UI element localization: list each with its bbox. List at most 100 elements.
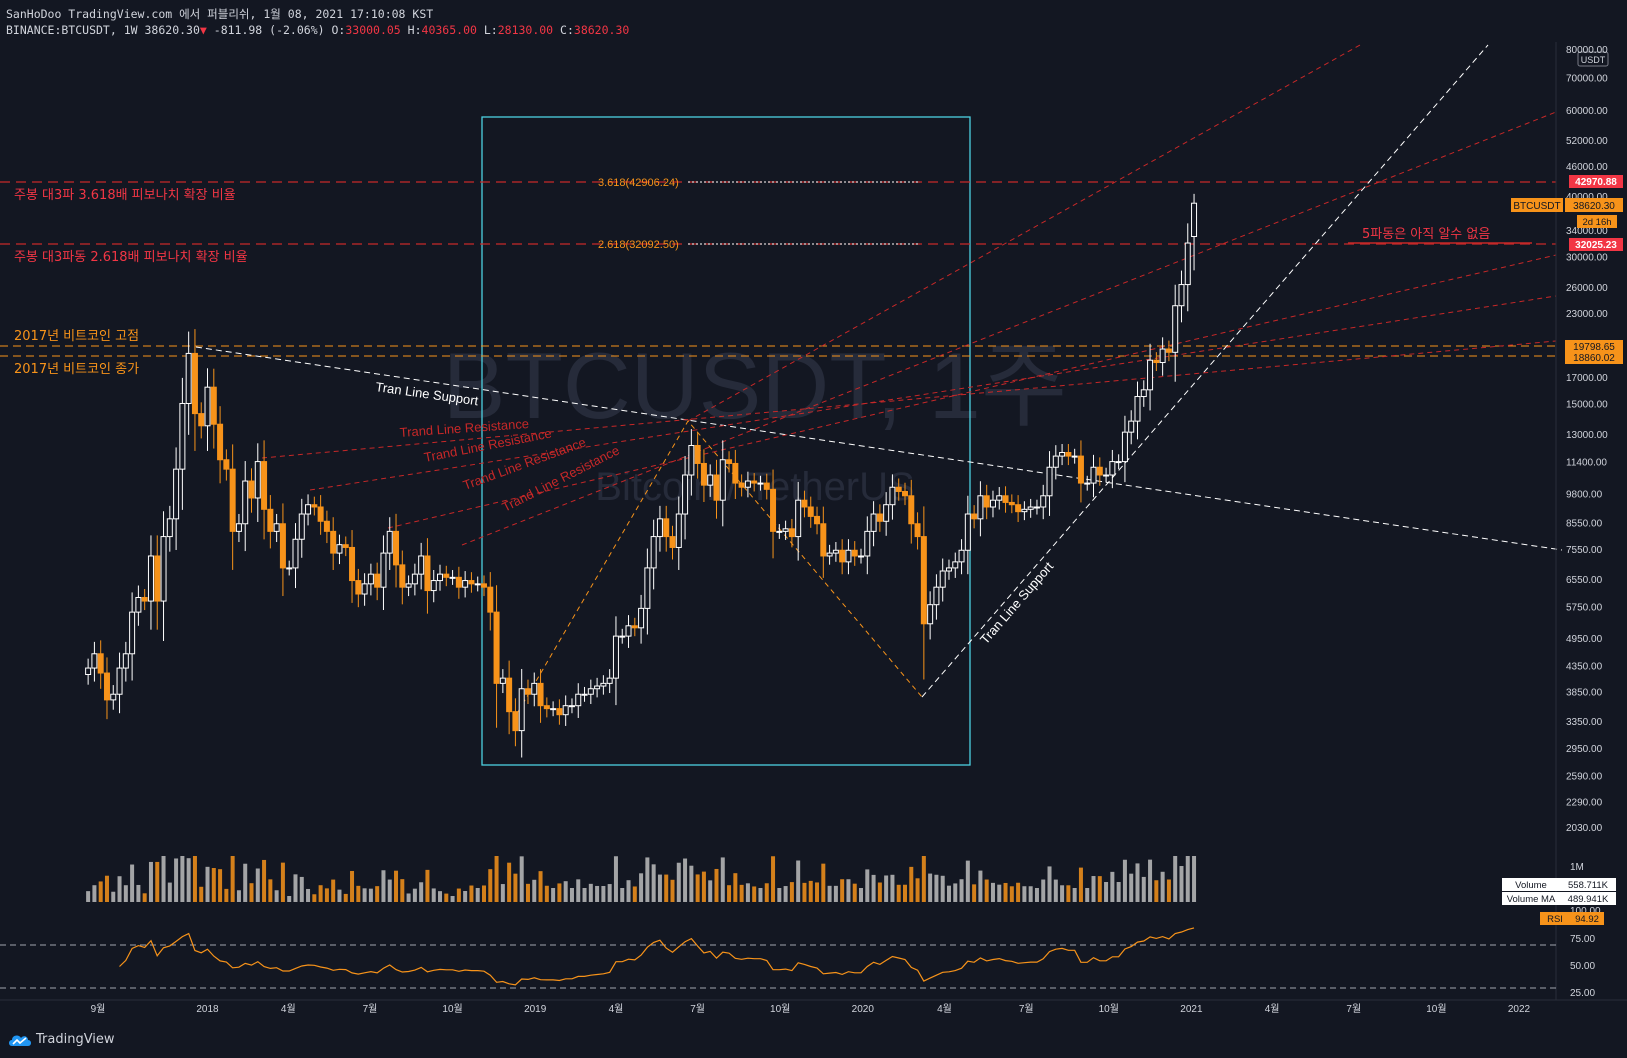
price-tick: 30000.00 [1566,253,1608,264]
time-tick: 2019 [524,1004,547,1015]
candle-body [977,495,984,520]
volume-bar [86,891,91,902]
candle-body [506,677,513,713]
volume-bar [934,874,939,902]
candle-body [97,653,104,674]
volume-bar [1154,880,1159,902]
volume-bar [896,884,901,902]
candle-body [191,352,198,415]
volume-bar [972,884,977,902]
volume-bar [632,886,637,902]
volume-bar [519,856,524,902]
volume-bar [287,896,292,902]
volume-bar [601,885,606,902]
candle-body [349,546,356,582]
fib-box[interactable] [481,116,971,766]
volume-bar [1160,871,1165,902]
candle-body [594,685,601,690]
candle-body [619,635,626,638]
candle-body [550,708,557,711]
candle-body [273,523,280,532]
volume-bar [350,870,355,902]
candlestick-series[interactable] [85,193,1198,758]
volume-bar [645,857,650,902]
price-tick: 3850.00 [1566,688,1603,699]
volume-bar [739,884,744,902]
volume-bar [695,874,700,902]
candle-body [556,708,563,716]
volume-value: 558.711K [1568,880,1609,891]
volume-bar [174,858,179,902]
volume-bar [513,873,518,902]
volume-bar [821,863,826,902]
time-tick: 2021 [1180,1004,1203,1015]
time-tick: 10월 [1426,1003,1446,1015]
volume-bar [890,874,895,902]
candle-body [763,482,770,490]
candle-body [235,523,242,532]
candle-body [788,528,795,538]
candle-body [1184,242,1191,286]
rsi-axis-top: 100.00 [1570,906,1601,917]
candle-body [707,474,714,486]
volume-bar [984,879,989,902]
volume-bar [720,857,725,902]
price-tick: 13000.00 [1566,430,1608,441]
volume-bar [148,861,153,902]
volume-panel[interactable] [86,856,1197,902]
price-tick: 2590.00 [1566,771,1603,782]
candle-body [147,555,154,602]
candle-body [374,573,381,588]
volume-bar [940,875,945,902]
volume-bar [796,860,801,902]
candle-body [1015,504,1022,513]
candle-body [418,555,425,575]
volume-bar [488,869,493,902]
volume-bar [764,883,769,902]
time-axis[interactable]: 9월 2018 4월 7월 10월 2019 4월 7월 10월 2020 4월 7월 10월 2021 4… [91,1003,1531,1015]
volume-bar [136,884,141,902]
volume-bar [551,888,556,902]
badge-countdown: 2d 16h [1582,217,1611,228]
candle-body [248,480,255,499]
candle-body [700,462,707,486]
currency-badge: USDT [1577,51,1609,67]
volume-ma-label: Volume MA [1507,894,1556,905]
candle-body [311,504,318,508]
candle-body [939,570,946,588]
price-axis[interactable]: USDT 80000.00 70000.00 60000.00 52000.00 460… [1566,45,1609,834]
time-tick: 4월 [609,1003,624,1015]
volume-bar [1053,879,1058,902]
candle-body [744,480,751,488]
candle-body [1178,284,1185,307]
candle-body [141,597,148,602]
volume-bar [481,885,486,902]
volume-bar [400,879,405,902]
volume-bar [959,879,964,902]
volume-bar [192,856,197,902]
candle-body [732,462,739,484]
rsi-panel[interactable]: 100.00 RSI 94.92 75.00 50.00 25.00 [0,906,1604,999]
candle-body [625,625,632,637]
candle-body [154,555,161,602]
volume-bar [714,868,719,902]
symbol-legend[interactable]: BINANCE:BTCUSDT, 1W 38620.30▼ -811.98 (-… [6,23,629,37]
candle-body [393,530,400,566]
price-tick: 8550.00 [1566,519,1603,530]
volume-bar [758,888,763,902]
volume-bar [438,891,443,902]
fib-3618-label: 3.618(42906.24) [598,177,679,189]
candle-body [1172,305,1179,353]
candle-body [298,513,305,540]
candle-body [757,482,764,485]
volume-bar [130,864,135,902]
tradingview-logo[interactable]: TradingView [8,1032,115,1047]
volume-bar [902,884,907,902]
volume-bar [155,861,160,902]
candle-body [1147,359,1154,391]
watermark-sub: Bitcoin / TetherUS [595,465,914,509]
candle-body [656,518,663,538]
volume-bar [1003,882,1008,902]
candle-body [518,688,525,732]
